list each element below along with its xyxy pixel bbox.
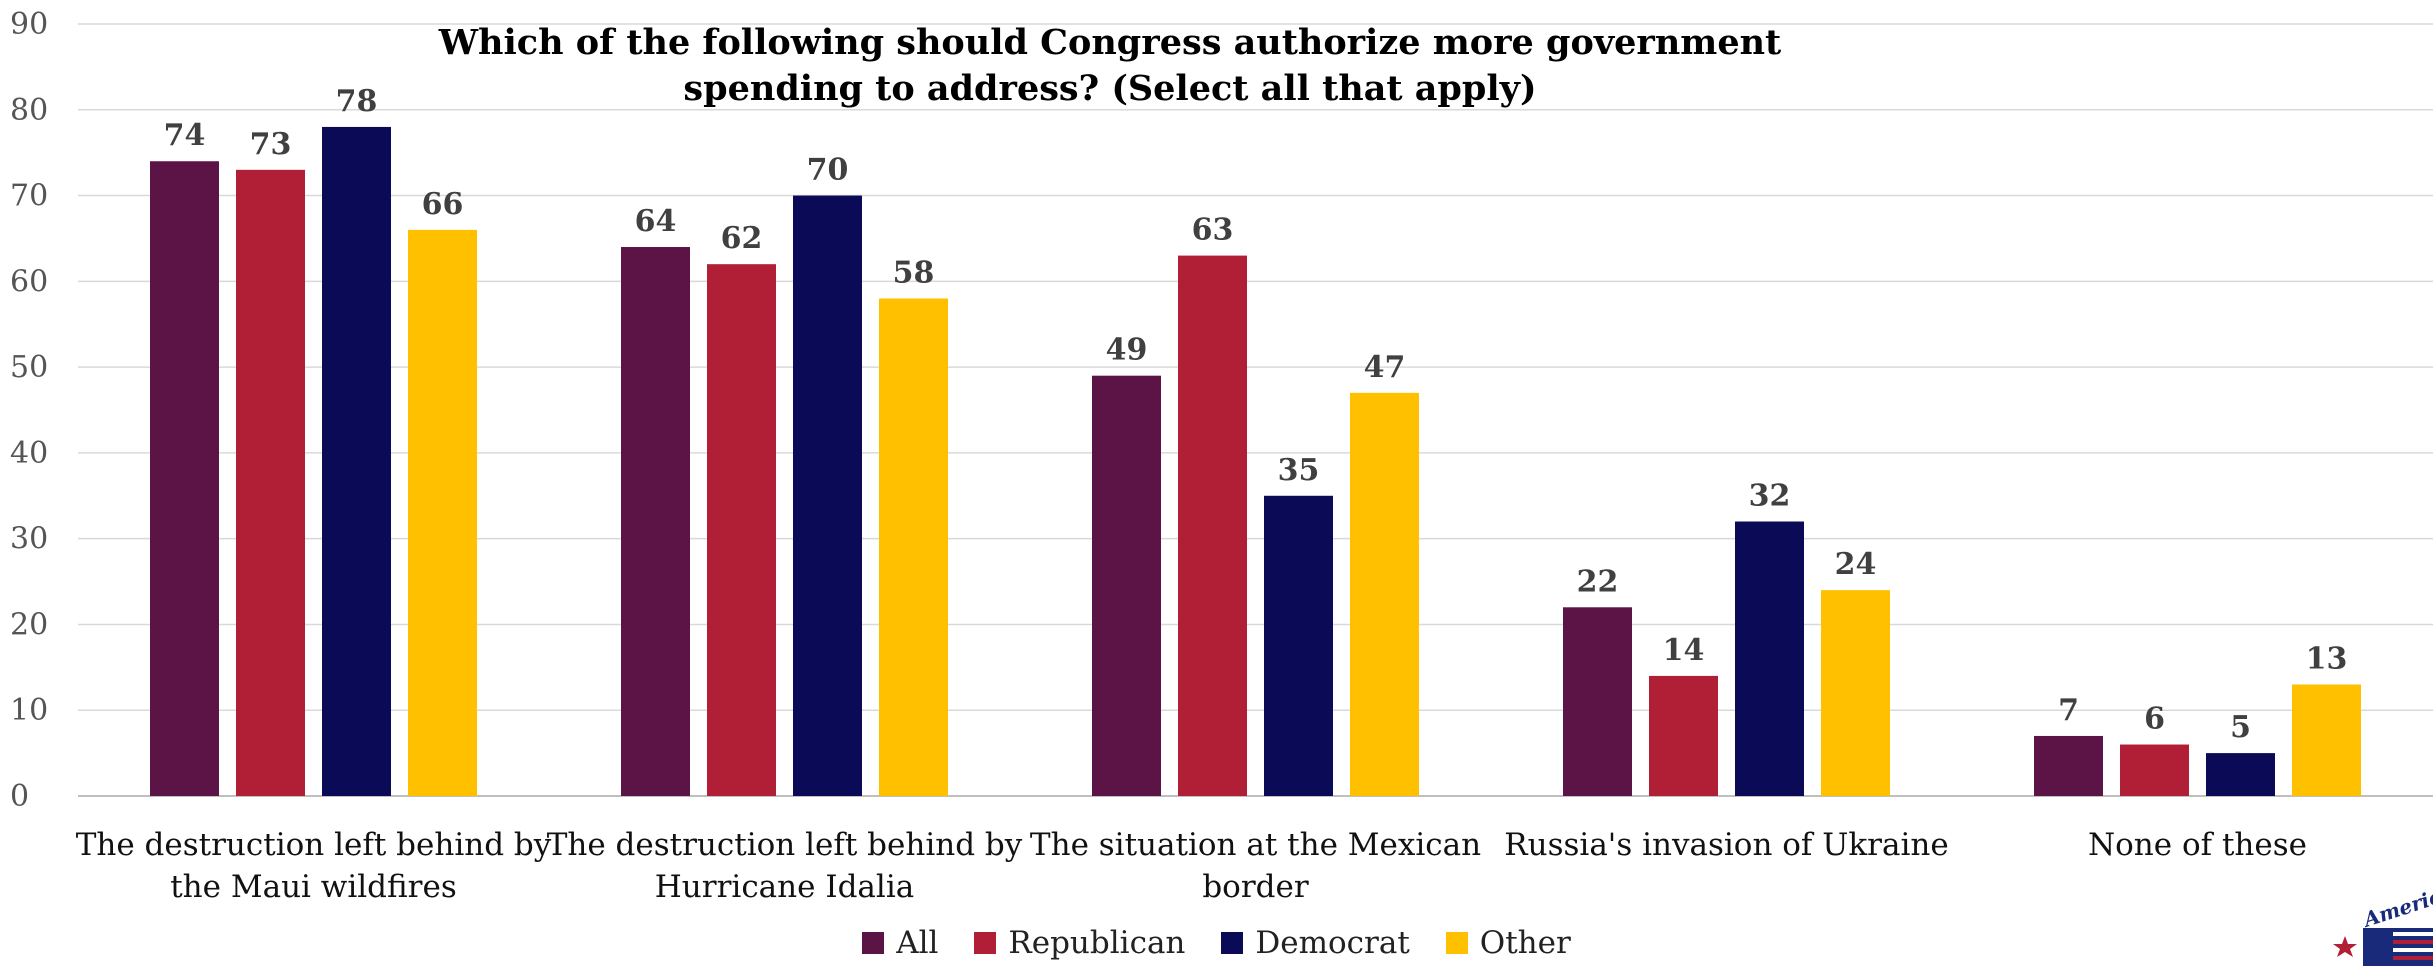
- data-label: 32: [1749, 479, 1791, 514]
- bar: [236, 169, 305, 797]
- x-tick-label: The destruction left behind by: [547, 827, 1023, 863]
- bar: [2206, 753, 2275, 796]
- bar: [879, 298, 948, 796]
- data-label: 24: [1835, 547, 1877, 582]
- bar: [408, 229, 477, 796]
- legend-label: All: [896, 925, 939, 961]
- y-tick-label: 50: [10, 350, 48, 385]
- x-tick-label: Hurricane Idalia: [655, 869, 914, 905]
- x-tick-label: The destruction left behind by: [76, 827, 552, 863]
- legend-swatch: [1445, 932, 1468, 954]
- bar: [1264, 495, 1333, 796]
- bar: [1735, 521, 1804, 796]
- legend-swatch: [862, 932, 885, 954]
- legend-item: Democrat: [1221, 925, 1410, 961]
- data-label: 13: [2306, 641, 2348, 676]
- logo-text: America: [2359, 880, 2433, 932]
- y-tick-label: 20: [10, 607, 48, 642]
- data-label: 70: [807, 153, 849, 188]
- chart-legend: All Republican Democrat Other: [0, 925, 2433, 961]
- legend-item: Other: [1445, 925, 1571, 961]
- y-tick-label: 40: [10, 436, 48, 471]
- bar: [1178, 255, 1247, 797]
- legend-swatch: [1221, 932, 1244, 954]
- bar: [2292, 684, 2361, 796]
- bar: [1649, 675, 1718, 796]
- data-label: 5: [2230, 710, 2251, 745]
- legend-item: Republican: [974, 925, 1185, 961]
- x-tick-label: the Maui wildfires: [170, 869, 457, 905]
- data-label: 22: [1577, 564, 1619, 599]
- star-icon: [2333, 936, 2357, 957]
- y-tick-label: 80: [10, 93, 48, 128]
- data-labels: 74 73 78 66 64 62 70 58 49 63 35 47 22 14 32 24 7 6 5 13: [164, 84, 2348, 745]
- bar: [1092, 375, 1161, 796]
- x-axis-labels: The destruction left behind by the Maui w…: [76, 827, 2307, 905]
- logo: America: [2323, 876, 2433, 966]
- flag-stripe: [2393, 940, 2433, 944]
- y-tick-label: 70: [10, 179, 48, 214]
- bars: [150, 126, 2361, 797]
- legend-label: Republican: [1008, 925, 1186, 961]
- bar: [1350, 392, 1419, 796]
- x-tick-label: The situation at the Mexican: [1030, 827, 1481, 863]
- y-tick-label: 90: [10, 7, 48, 42]
- bar: [2120, 744, 2189, 796]
- x-tick-label: border: [1202, 869, 1309, 905]
- chart-title: Which of the following should Congress a…: [438, 22, 1782, 109]
- legend-swatch: [974, 932, 997, 954]
- bar: [621, 247, 690, 796]
- data-label: 58: [893, 255, 935, 290]
- data-label: 35: [1278, 453, 1320, 488]
- flag-stripe: [2393, 956, 2433, 960]
- flag-stripe: [2393, 948, 2433, 952]
- data-label: 6: [2144, 702, 2165, 737]
- data-label: 66: [422, 187, 464, 222]
- legend-item: All: [862, 925, 938, 961]
- bar: [707, 264, 776, 797]
- y-tick-label: 30: [10, 522, 48, 557]
- legend-label: Other: [1479, 925, 1571, 961]
- data-label: 7: [2058, 693, 2079, 728]
- flag-stripe: [2393, 932, 2433, 936]
- data-label: 74: [164, 118, 206, 153]
- data-label: 14: [1663, 633, 1705, 668]
- bar: [322, 126, 391, 796]
- legend-label: Democrat: [1255, 925, 1410, 961]
- bar: [793, 195, 862, 797]
- data-label: 49: [1106, 333, 1148, 368]
- x-tick-label: None of these: [2088, 827, 2307, 863]
- bar: [2034, 735, 2103, 796]
- data-label: 62: [721, 221, 763, 256]
- y-tick-label: 10: [10, 693, 48, 728]
- bar: [1563, 607, 1632, 796]
- data-label: 64: [635, 204, 677, 239]
- chart-title-wrap: Which of the following should Congress a…: [380, 20, 1840, 112]
- x-tick-label: Russia's invasion of Ukraine: [1504, 827, 1948, 863]
- data-label: 47: [1364, 350, 1406, 385]
- bar: [150, 161, 219, 796]
- y-tick-label: 0: [10, 779, 29, 814]
- logo-graphic: America: [2333, 880, 2433, 966]
- data-label: 78: [336, 84, 378, 119]
- data-label: 63: [1192, 213, 1234, 248]
- data-label: 73: [250, 127, 292, 162]
- y-axis-ticks: 0 10 20 30 40 50 60 70 80 90: [10, 7, 48, 814]
- y-tick-label: 60: [10, 264, 48, 299]
- bar: [1821, 590, 1890, 796]
